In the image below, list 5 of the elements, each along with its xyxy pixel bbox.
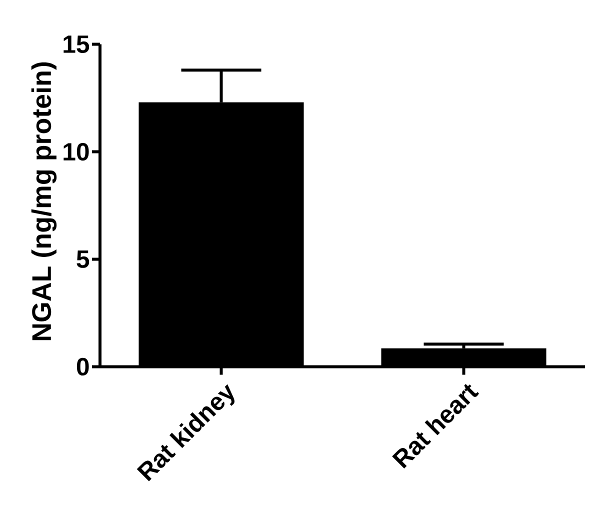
y-tick-label: 5 — [76, 250, 90, 268]
y-tick-label: 15 — [64, 36, 90, 53]
y-tick-label: 0 — [76, 358, 89, 376]
y-tick-label: 10 — [64, 142, 89, 161]
y-axis-title: NGAL (ng/mg protein) — [31, 62, 57, 340]
